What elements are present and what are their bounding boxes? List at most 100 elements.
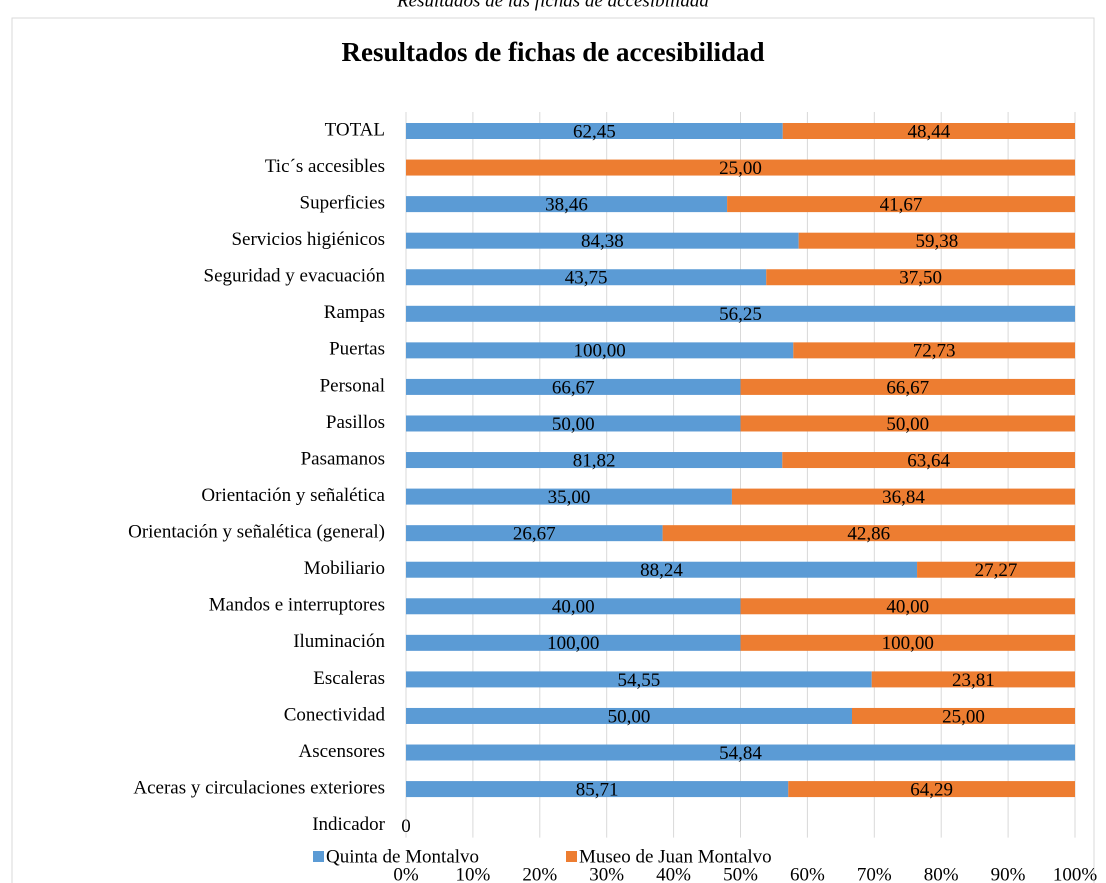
bar-segment xyxy=(766,269,1075,286)
bar-segment xyxy=(852,707,1075,724)
bar-segment xyxy=(406,452,783,469)
bar-segment xyxy=(662,525,1075,542)
bar-segment xyxy=(406,269,767,286)
y-tick-label: Aceras y circulaciones exteriores xyxy=(133,777,385,798)
y-tick-label: Puertas xyxy=(329,339,385,360)
bar-segment xyxy=(740,378,1075,395)
data-label: 100,00 xyxy=(574,341,626,362)
bar-segment xyxy=(406,488,732,505)
x-tick-label: 50% xyxy=(723,864,758,883)
data-label: 59,38 xyxy=(915,231,958,252)
y-tick-label: Iluminación xyxy=(293,631,385,652)
bar-segment xyxy=(782,123,1075,139)
y-tick-label: Escaleras xyxy=(313,668,385,689)
bar-segment xyxy=(740,415,1075,432)
bar-segment xyxy=(406,598,741,615)
data-label: 85,71 xyxy=(576,779,619,800)
bar-segment xyxy=(740,634,1075,651)
data-label: 54,84 xyxy=(719,743,762,764)
bar-segment xyxy=(727,196,1075,213)
chart-frame xyxy=(11,17,1095,883)
data-label: 100,00 xyxy=(547,633,599,654)
data-label: 84,38 xyxy=(581,231,624,252)
x-tick-label: 70% xyxy=(857,864,892,883)
x-tick-label: 90% xyxy=(991,864,1026,883)
legend-swatch xyxy=(313,851,324,862)
data-label: 56,25 xyxy=(719,304,762,325)
bar-segment xyxy=(406,342,794,359)
bar-segment xyxy=(406,378,741,395)
data-label: 100,00 xyxy=(882,633,934,654)
y-tick-label: Ascensores xyxy=(298,741,385,762)
bar-segment xyxy=(406,305,1075,322)
x-tick-label: 60% xyxy=(790,864,825,883)
y-tick-label: Rampas xyxy=(324,302,385,323)
bar-segment xyxy=(793,342,1075,359)
x-tick-label: 20% xyxy=(522,864,557,883)
y-tick-label: Mandos e interruptores xyxy=(209,595,385,616)
data-label: 66,67 xyxy=(552,377,595,398)
data-label: 66,67 xyxy=(886,377,929,398)
bar-segment xyxy=(917,561,1075,578)
bar-segment xyxy=(740,598,1075,615)
y-tick-label: Pasamanos xyxy=(301,448,385,469)
y-tick-label: Orientación y señalética xyxy=(201,485,385,506)
data-label: 50,00 xyxy=(608,706,651,727)
bar-segment xyxy=(788,781,1075,798)
data-label: 0 xyxy=(401,816,411,837)
y-tick-label: Seguridad y evacuación xyxy=(204,266,386,287)
data-label: 64,29 xyxy=(910,779,953,800)
bar-segment xyxy=(406,561,918,578)
data-label: 40,00 xyxy=(552,597,595,618)
data-label: 35,00 xyxy=(548,487,591,508)
legend-label: Museo de Juan Montalvo xyxy=(579,846,772,867)
bar-segment xyxy=(406,159,1075,176)
data-label: 36,84 xyxy=(882,487,925,508)
x-tick-label: 0% xyxy=(393,864,419,883)
data-label: 38,46 xyxy=(545,194,588,215)
y-tick-label: TOTAL xyxy=(325,119,385,140)
y-tick-label: Tic´s accesibles xyxy=(265,156,385,177)
data-label: 50,00 xyxy=(886,414,929,435)
y-tick-label: Mobiliario xyxy=(304,558,385,579)
x-tick-label: 80% xyxy=(924,864,959,883)
bar-segment xyxy=(731,488,1075,505)
data-label: 48,44 xyxy=(908,121,951,142)
data-label: 81,82 xyxy=(573,450,616,471)
caption: Resultados de las fichas de accesibilida… xyxy=(396,0,709,11)
bar-segment xyxy=(871,671,1075,688)
y-tick-label: Orientación y señalética (general) xyxy=(128,522,385,543)
x-tick-label: 100% xyxy=(1053,864,1098,883)
data-label: 37,50 xyxy=(899,268,942,289)
data-label: 25,00 xyxy=(719,158,762,179)
bar-segment xyxy=(406,707,852,724)
legend-label: Quinta de Montalvo xyxy=(326,846,479,867)
data-label: 26,67 xyxy=(513,524,556,545)
bar-segment xyxy=(406,671,872,688)
data-label: 72,73 xyxy=(913,341,956,362)
y-tick-label: Servicios higiénicos xyxy=(231,229,385,250)
bar-segment xyxy=(406,744,1075,761)
bar-segment xyxy=(782,452,1075,469)
y-tick-label: Personal xyxy=(320,375,385,396)
x-tick-label: 40% xyxy=(656,864,691,883)
bar-segment xyxy=(406,415,741,432)
bar-segment xyxy=(406,634,741,651)
data-label: 43,75 xyxy=(565,268,608,289)
data-label: 27,27 xyxy=(975,560,1018,581)
legend-swatch xyxy=(566,851,577,862)
data-label: 23,81 xyxy=(952,670,995,691)
data-label: 54,55 xyxy=(617,670,660,691)
bar-segment xyxy=(406,781,789,798)
bar-segment xyxy=(406,196,728,213)
data-label: 50,00 xyxy=(552,414,595,435)
chart-title: Resultados de fichas de accesibilidad xyxy=(341,37,764,67)
x-tick-label: 30% xyxy=(589,864,624,883)
data-label: 42,86 xyxy=(847,524,890,545)
x-tick-label: 10% xyxy=(455,864,490,883)
bar-segment xyxy=(798,232,1075,249)
y-tick-label: Pasillos xyxy=(326,412,385,433)
data-label: 25,00 xyxy=(942,706,985,727)
